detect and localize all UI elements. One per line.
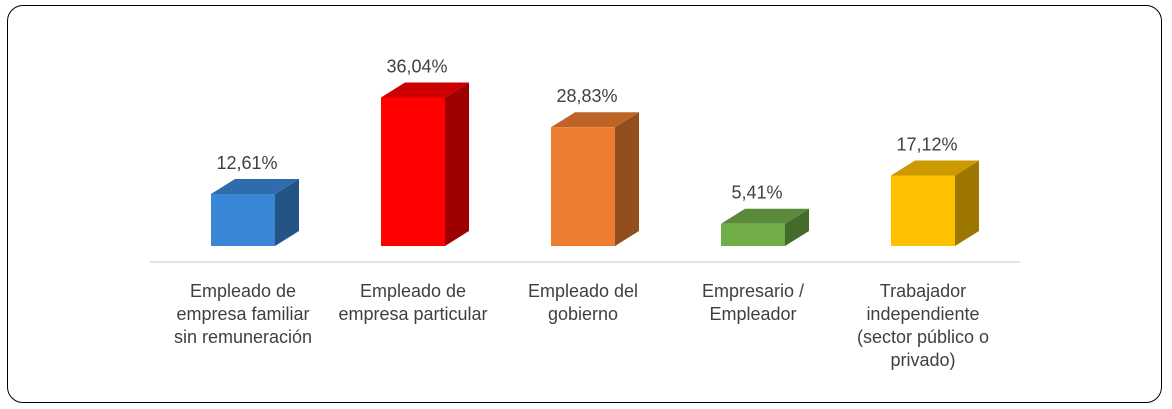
value-label: 17,12% — [896, 134, 957, 154]
category-label: Empresario / Empleador — [701, 281, 805, 324]
bar-front — [891, 175, 955, 246]
bar-side — [615, 112, 639, 246]
bar — [381, 82, 469, 246]
category-label: Trabajador independiente (sector público… — [856, 281, 990, 370]
bar-top — [721, 208, 809, 224]
bar-top — [211, 179, 299, 195]
value-label: 36,04% — [386, 57, 447, 77]
bar-top — [381, 82, 469, 98]
chart-frame — [7, 5, 1162, 403]
bar — [891, 160, 979, 246]
category-label: Empleado de empresa particular — [338, 281, 488, 324]
bar-top — [891, 160, 979, 176]
value-label: 28,83% — [556, 86, 617, 106]
bar-front — [721, 223, 785, 246]
bar-front — [211, 194, 275, 246]
bar-side — [445, 82, 469, 246]
bar-top — [551, 112, 639, 128]
category-label: Empleado de empresa familiar sin remuner… — [173, 281, 313, 347]
bar — [721, 208, 809, 246]
bar-side — [275, 179, 299, 246]
bar-side — [955, 160, 979, 246]
value-label: 5,41% — [731, 183, 782, 203]
category-label: Empleado del gobierno — [527, 281, 639, 324]
bar-side — [785, 208, 809, 246]
bar — [211, 179, 299, 246]
bar-front — [381, 97, 445, 246]
bar — [551, 112, 639, 246]
value-label: 12,61% — [216, 153, 277, 173]
bar-front — [551, 127, 615, 246]
